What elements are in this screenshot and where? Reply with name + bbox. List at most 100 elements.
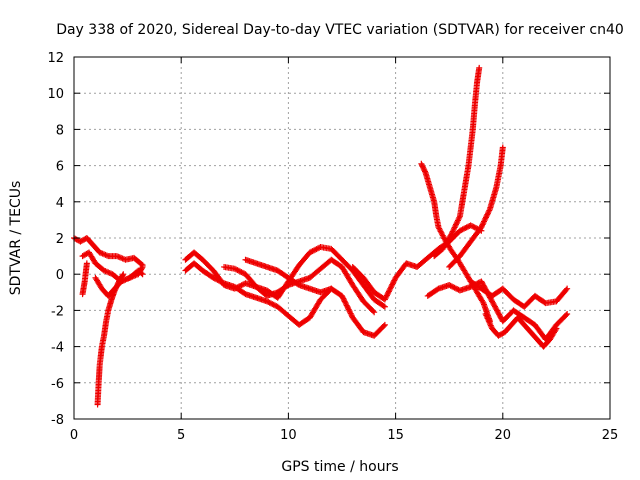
trail-marker (238, 269, 245, 276)
data-point (360, 282, 367, 289)
trail-marker (450, 284, 457, 291)
y-tick-label: -8 (51, 413, 64, 428)
data-point (113, 253, 120, 260)
data-point (139, 271, 146, 278)
data-point (306, 314, 313, 321)
data-point (328, 245, 335, 252)
data-point (274, 267, 281, 274)
trail-marker (217, 278, 224, 285)
trail-marker (451, 284, 458, 291)
data-point (349, 282, 356, 289)
data-point (182, 256, 189, 263)
trail-marker (239, 269, 246, 276)
data-point (433, 213, 440, 220)
trail-marker (462, 225, 469, 232)
data-point (126, 274, 133, 281)
trail-marker (267, 300, 274, 307)
trail-marker (471, 224, 478, 231)
trail-marker (480, 219, 487, 226)
data-point (108, 296, 115, 303)
data-point (553, 325, 560, 332)
data-point (499, 318, 506, 325)
data-point (317, 265, 324, 272)
data-point (306, 274, 313, 281)
trail-marker (387, 284, 394, 291)
trail-marker (563, 286, 570, 293)
data-point (418, 160, 425, 167)
trail-marker (479, 298, 486, 305)
trail-marker (454, 217, 461, 224)
y-tick-label: 4 (56, 196, 64, 211)
trail-marker (309, 248, 316, 255)
axis-ticks: 0 5 10 15 20 25 -8 -6 -4 -2 0 2 4 6 8 10 12 (47, 51, 618, 443)
trail-marker (452, 285, 459, 292)
data-point (499, 144, 506, 151)
data-point (431, 198, 438, 205)
data-point (439, 245, 446, 252)
data-point (253, 260, 260, 267)
data-point (531, 321, 538, 328)
trail-marker (387, 285, 394, 292)
data-point (456, 287, 463, 294)
y-tick-label: 8 (56, 123, 64, 138)
data-point (424, 292, 431, 299)
data-point (499, 285, 506, 292)
data-point (371, 289, 378, 296)
trail-marker (386, 287, 393, 294)
trail-marker (339, 294, 346, 301)
data-point (482, 311, 489, 318)
data-point (489, 298, 496, 305)
data-point (274, 289, 281, 296)
trail-marker (272, 302, 278, 309)
trail-marker (314, 245, 321, 252)
data-point (242, 291, 249, 298)
data-point (210, 274, 217, 281)
trail-marker (453, 220, 460, 227)
data-point (540, 343, 547, 350)
trail-marker (385, 289, 392, 296)
trail-marker (455, 216, 462, 223)
trail-marker (384, 291, 391, 298)
data-point (381, 321, 388, 328)
data-point (285, 282, 292, 289)
data-point (446, 263, 453, 270)
data-point (83, 235, 90, 241)
data-point (360, 298, 367, 305)
data-point (480, 300, 487, 307)
data-point (414, 263, 421, 270)
data-point (497, 162, 504, 169)
data-point (182, 267, 189, 274)
data-point (381, 303, 388, 310)
data-point (531, 292, 538, 299)
x-tick-label: 25 (602, 428, 619, 443)
trail-marker (237, 268, 244, 275)
data-point (274, 294, 281, 301)
data-point (435, 224, 442, 231)
trail-marker (458, 227, 465, 234)
trail-marker (266, 299, 273, 306)
trail-marker (382, 295, 389, 302)
trail-marker (211, 275, 218, 282)
trail-marker (449, 229, 456, 236)
data-point (510, 307, 517, 314)
data-point (542, 300, 549, 307)
data-point (339, 256, 345, 263)
data-point (263, 287, 270, 294)
data-point (467, 283, 474, 290)
data-point (328, 256, 335, 263)
trail-marker (389, 281, 396, 288)
data-point (435, 285, 442, 292)
data-point (328, 285, 335, 292)
trail-marker (563, 312, 570, 319)
trail-marker (552, 326, 559, 333)
trail-marker (449, 228, 456, 235)
data-points (71, 64, 571, 408)
trail-marker (391, 277, 398, 284)
trail-marker (456, 214, 463, 221)
data-point (474, 289, 481, 296)
trail-marker (479, 222, 486, 229)
data-point (317, 289, 324, 296)
data-point (478, 224, 485, 231)
data-point (465, 162, 472, 169)
trail-marker (213, 276, 220, 283)
